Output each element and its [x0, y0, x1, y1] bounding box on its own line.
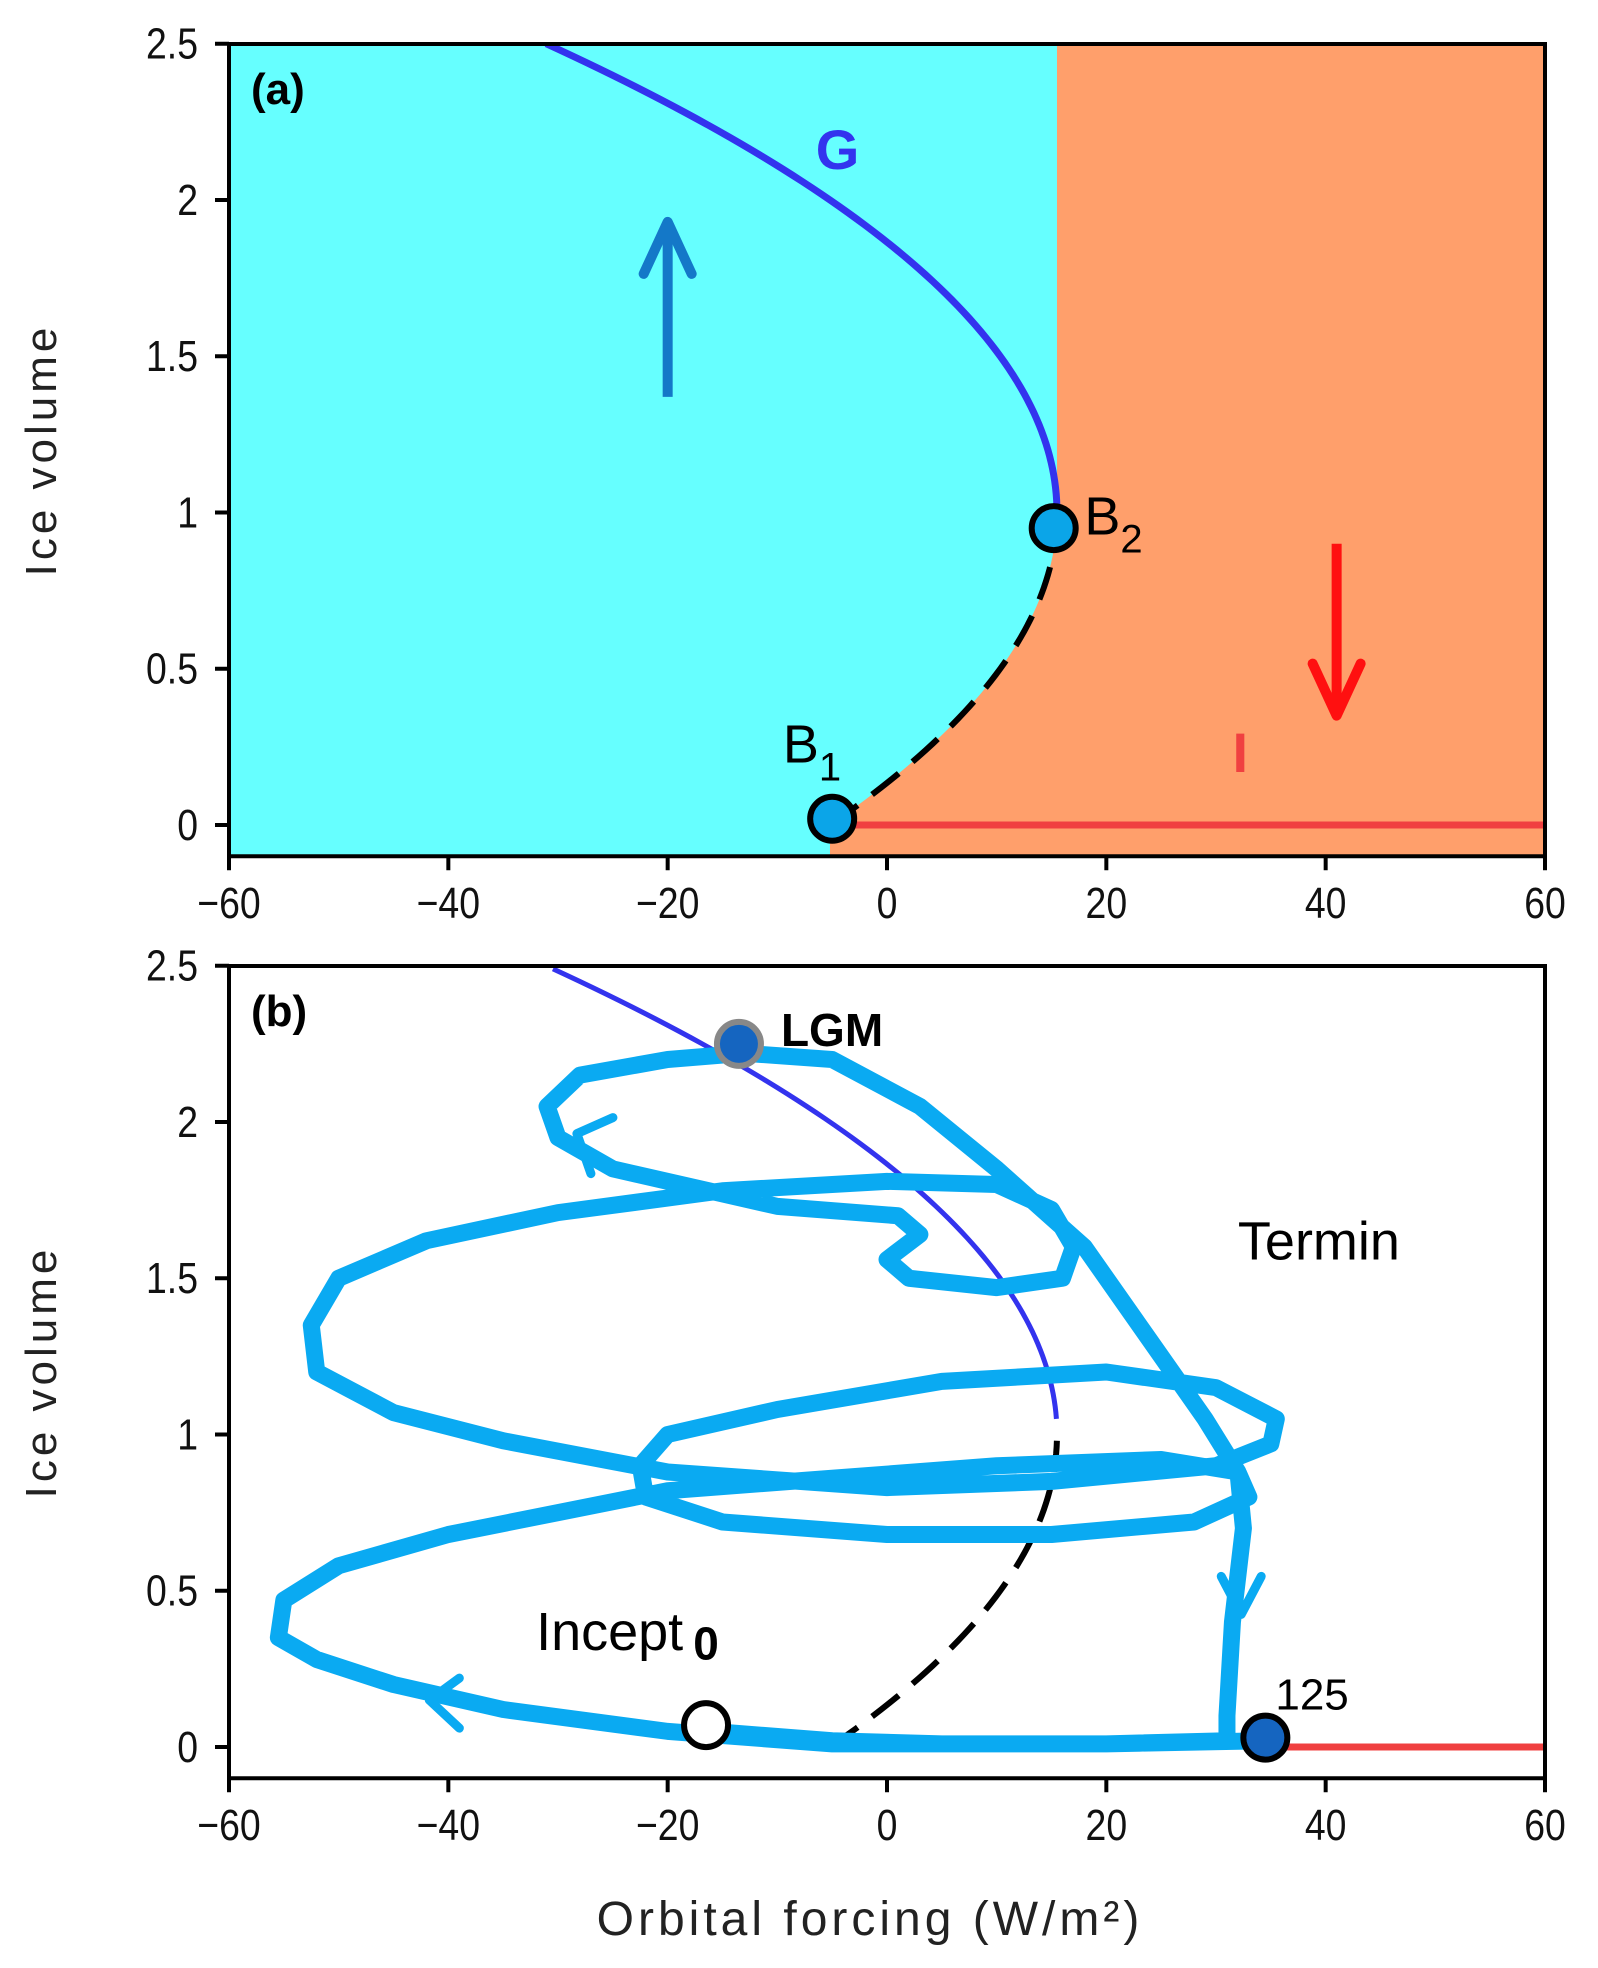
- y-axis-label-a: Ice volume: [17, 324, 66, 577]
- x-tick-label: −20: [636, 1800, 699, 1850]
- annotation-g: G: [816, 118, 860, 181]
- trajectory-arrow-left: [424, 1673, 464, 1733]
- y-tick-label: 1.5: [146, 1253, 198, 1303]
- annotation-termin: Termin: [1238, 1212, 1400, 1272]
- x-tick-label: 0: [877, 1800, 898, 1850]
- annotation-i: I: [1232, 721, 1248, 784]
- arrow-up-head: [638, 216, 697, 279]
- marker-LGM: [713, 1018, 764, 1069]
- trajectory-arrow-down: [1216, 1571, 1266, 1619]
- y-tick-label: 0: [177, 800, 198, 850]
- panel-label: (b): [251, 987, 307, 1036]
- x-tick-label: 60: [1524, 878, 1566, 928]
- marker-label-125: 125: [1275, 1671, 1348, 1720]
- annotation-main: B: [783, 715, 819, 775]
- series-G-line: [551, 966, 1059, 1420]
- marker-B1: [807, 793, 858, 844]
- y-tick-label: 1.5: [146, 331, 198, 381]
- x-tick-label: 0: [877, 878, 898, 928]
- x-tick-label: 40: [1305, 1800, 1347, 1850]
- y-tick-label: 2.5: [146, 19, 198, 69]
- annotation-b: B2: [1084, 486, 1142, 561]
- series-unstable-line: [828, 1440, 1060, 1750]
- annotation-incept: Incept: [536, 1602, 683, 1662]
- series-G-line: [544, 44, 1061, 513]
- trajectory-arrow-up-left: [572, 1113, 618, 1179]
- plot-area: [269, 966, 1545, 1753]
- marker-0: [681, 1700, 732, 1751]
- y-tick-label: 2.5: [146, 941, 198, 991]
- panel-b: −60 −40 −20 0 20 40 60 0 0.5 1 1.5 2 2.5 (b) LGM 0 125 Te…: [146, 941, 1566, 1850]
- panel-label: (a): [251, 65, 305, 114]
- series-unstable-line: [828, 512, 1060, 828]
- marker-B2: [1028, 503, 1079, 554]
- x-tick-label: −40: [417, 1800, 480, 1850]
- interglacial-region: [829, 44, 1545, 857]
- x-tick-label: −40: [417, 878, 480, 928]
- arrow-down-head: [1307, 658, 1366, 721]
- x-tick-label: 20: [1086, 1800, 1128, 1850]
- annotation-main: B: [1084, 486, 1120, 546]
- x-tick-label: 60: [1524, 1800, 1566, 1850]
- plot-area: [229, 44, 1545, 857]
- marker-label-LGM: LGM: [781, 1004, 883, 1056]
- x-tick-label: 40: [1305, 878, 1347, 928]
- y-tick-label: 2: [177, 175, 198, 225]
- y-tick-label: 0: [177, 1722, 198, 1772]
- y-tick-label: 1: [177, 1410, 198, 1460]
- marker-125: [1240, 1712, 1291, 1763]
- x-axis-label: Orbital forcing (W/m²): [597, 1893, 1144, 1946]
- x-tick-label: −20: [636, 878, 699, 928]
- x-tick-label: −60: [197, 878, 260, 928]
- annotation-subscript: 1: [819, 746, 841, 790]
- annotation-subscript: 2: [1120, 517, 1142, 561]
- x-tick-label: −60: [197, 1800, 260, 1850]
- y-axis-label-b: Ice volume: [17, 1246, 66, 1499]
- y-tick-label: 1: [177, 488, 198, 538]
- x-tick-label: 20: [1086, 878, 1128, 928]
- y-tick-label: 2: [177, 1097, 198, 1147]
- y-tick-label: 0.5: [146, 644, 198, 694]
- trajectory-line: [269, 1044, 1285, 1753]
- annotation-b: B1: [783, 715, 841, 790]
- marker-label-0: 0: [693, 1618, 719, 1670]
- y-tick-label: 0.5: [146, 1566, 198, 1616]
